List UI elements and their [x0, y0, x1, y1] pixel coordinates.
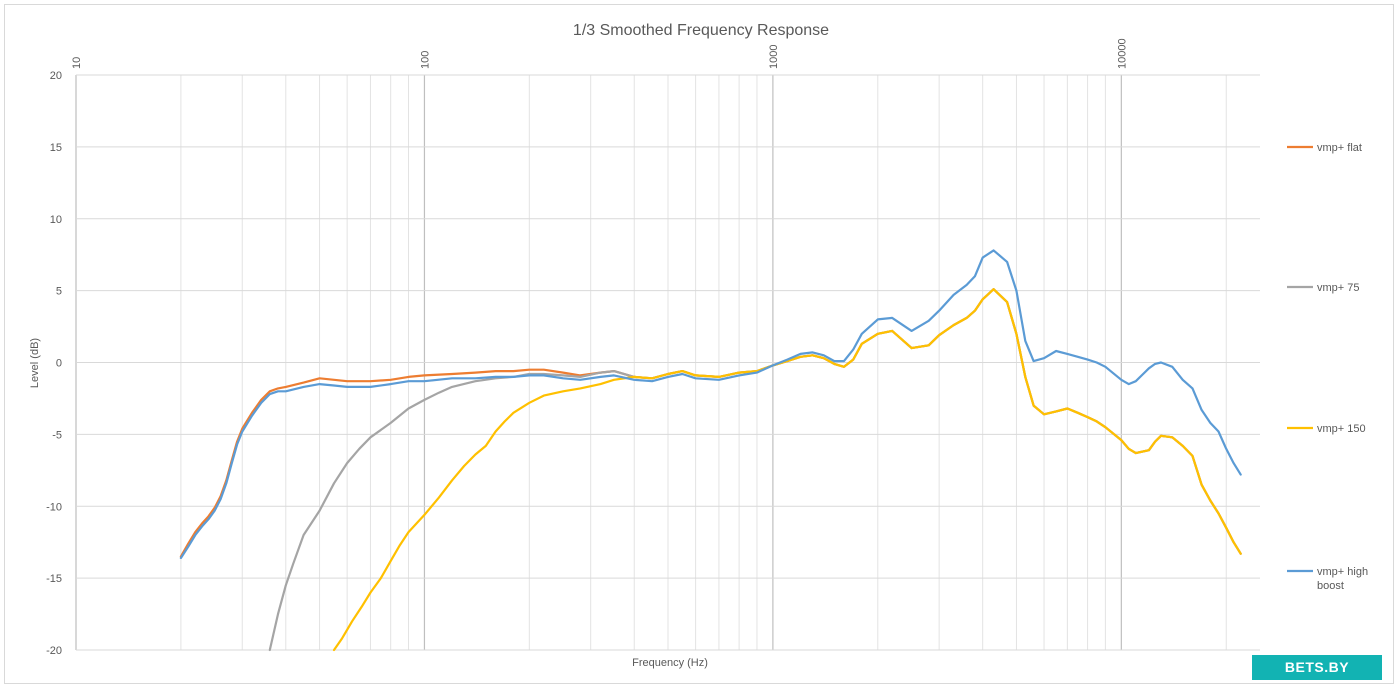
series-line-vmp-150 — [332, 288, 1242, 652]
y-axis-title: Level (dB) — [29, 338, 41, 388]
x-axis-title: Frequency (Hz) — [632, 657, 708, 669]
series-layer — [179, 249, 1242, 652]
legend-label: vmp+ flat — [1317, 142, 1362, 154]
x-tick-label: 100 — [419, 51, 431, 69]
y-tick-label: -20 — [46, 645, 62, 657]
watermark-badge: BETS.BY — [1252, 655, 1382, 680]
y-tick-label: 15 — [50, 142, 62, 154]
y-tick-label: 20 — [50, 70, 62, 82]
series-line-vmp-high-boost — [179, 249, 1242, 560]
chart-title: 1/3 Smoothed Frequency Response — [573, 22, 829, 39]
legend: vmp+ flat vmp+ 75 vmp+ 150 vmp+ high boost — [1287, 142, 1368, 592]
chart-frame: 20 15 10 5 0 -5 -10 -15 -20 10 100 1000 10000 vmp+ f… — [4, 4, 1394, 684]
axes-layer: 20 15 10 5 0 -5 -10 -15 -20 10 100 1000 10000 — [46, 38, 1128, 657]
y-tick-label: -5 — [52, 429, 62, 441]
legend-label: vmp+ 75 — [1317, 282, 1360, 294]
y-tick-label: 10 — [50, 214, 62, 226]
series-line-vmp-flat — [179, 288, 1242, 558]
x-tick-label: 1000 — [768, 45, 780, 69]
y-tick-label: -15 — [46, 573, 62, 585]
x-tick-label: 10 — [71, 57, 83, 69]
frequency-response-chart: 20 15 10 5 0 -5 -10 -15 -20 10 100 1000 10000 vmp+ f… — [29, 22, 1368, 669]
y-tick-label: 5 — [56, 286, 62, 298]
series-line-vmp-75 — [268, 288, 1242, 652]
grid-layer — [75, 74, 1260, 651]
x-tick-label: 10000 — [1116, 38, 1128, 69]
y-tick-label: -10 — [46, 501, 62, 513]
legend-label: vmp+ 150 — [1317, 423, 1366, 435]
legend-label: vmp+ high boost — [1317, 566, 1368, 592]
y-tick-label: 0 — [56, 358, 62, 370]
